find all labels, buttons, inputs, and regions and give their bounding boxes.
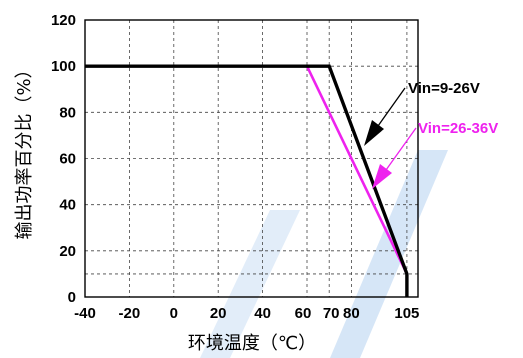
series-line-0 (85, 64, 409, 297)
annotation-vin-9-26v: Vin=9-26V (408, 80, 480, 97)
series-group (85, 64, 409, 297)
x-tick-label: 40 (254, 305, 271, 322)
y-tick-label: 80 (59, 104, 76, 121)
watermark-stripe (200, 210, 300, 358)
annotation-arrows (364, 87, 417, 189)
arrow-line-magenta (385, 127, 417, 171)
annotation-vin-26-36v: Vin=26-36V (418, 120, 498, 137)
x-tick-label: 80 (343, 305, 360, 322)
x-tick-label: 60 (295, 305, 312, 322)
series-line-1 (305, 65, 409, 275)
y-tick-label: 40 (59, 197, 76, 214)
x-tick-label: -40 (74, 305, 96, 322)
arrow-line-black (377, 87, 406, 127)
arrow-head-magenta (372, 164, 392, 189)
x-tick-label: 105 (394, 305, 419, 322)
y-tick-label: 20 (59, 243, 76, 260)
x-tick-label: -20 (119, 305, 141, 322)
x-tick-label: 70 (323, 305, 340, 322)
x-axis-title: 环境温度（℃） (188, 333, 316, 354)
y-axis-title: 输出功率百分比（%） (14, 60, 35, 239)
x-tick-label: 0 (170, 305, 178, 322)
y-tick-label: 0 (68, 289, 76, 306)
y-tick-label: 100 (51, 58, 76, 75)
watermark (200, 150, 448, 358)
x-tick-label: 20 (210, 305, 227, 322)
plot-frame (84, 19, 419, 298)
y-tick-label: 60 (59, 151, 76, 168)
watermark-stripe (330, 150, 448, 358)
arrow-head-black (364, 120, 384, 146)
y-tick-label: 120 (51, 12, 76, 29)
